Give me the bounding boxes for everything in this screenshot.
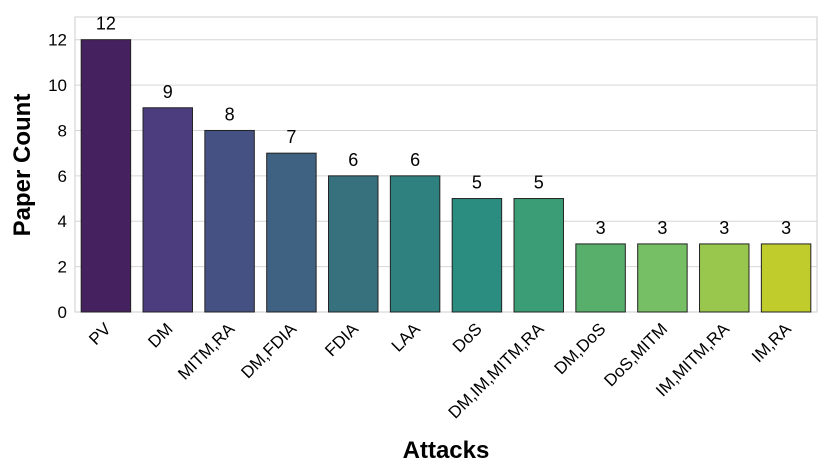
bar-value-label: 9 [163,82,173,102]
bar-fdia [328,175,379,313]
x-tick-label: LAA [388,319,425,356]
y-axis-title: Paper Count [9,94,36,237]
bar-value-label: 12 [96,14,116,34]
gridlines [75,39,817,268]
y-tick-label: 6 [58,167,67,186]
bar-pv [80,39,132,313]
bar-mitm-ra [204,129,255,313]
y-tick-label: 10 [48,76,67,95]
y-tick-label: 12 [48,31,67,50]
bar-dos-mitm [637,243,688,313]
bar-value-label: 3 [719,218,729,238]
y-axis-ticks: 0 2 4 6 8 10 12 [48,31,67,322]
bar-value-label: 7 [286,127,296,147]
x-tick-label: FDIA [321,319,362,360]
bar-value-label: 8 [225,104,235,124]
x-tick-label: DM [144,319,176,351]
bar-dm-fdia [266,152,317,313]
y-tick-label: 8 [58,121,67,140]
x-tick-label: IM,RA [748,319,795,366]
bar-value-label: 6 [410,150,420,170]
bar-value-label: 6 [348,150,358,170]
bars [80,39,812,313]
x-tick-label: DM,FDIA [237,319,300,382]
bar-dm-dos [575,243,626,313]
data-labels: 12 9 8 7 6 6 5 5 3 3 3 3 [96,14,791,238]
x-axis-title: Attacks [403,437,490,464]
bar-dm [142,107,193,313]
bar-value-label: 5 [534,173,544,193]
x-tick-label: DM,DoS [551,319,610,378]
y-tick-label: 4 [58,212,67,231]
y-tick-label: 2 [58,258,67,277]
bar-value-label: 3 [657,218,667,238]
bar-im-mitm-ra [699,243,750,313]
x-tick-label: PV [85,319,115,349]
bar-im-ra [760,243,812,313]
bar-dm-im-mitm-ra [513,198,564,313]
bar-laa [389,175,441,313]
bar-value-label: 3 [596,218,606,238]
x-tick-label: DoS [449,319,486,356]
plot-frame [74,16,818,313]
y-tick-label: 0 [58,303,67,322]
bar-value-label: 3 [781,218,791,238]
x-tick-label: MITM,RA [174,319,239,384]
bar-dos [451,198,503,313]
bar-value-label: 5 [472,173,482,193]
